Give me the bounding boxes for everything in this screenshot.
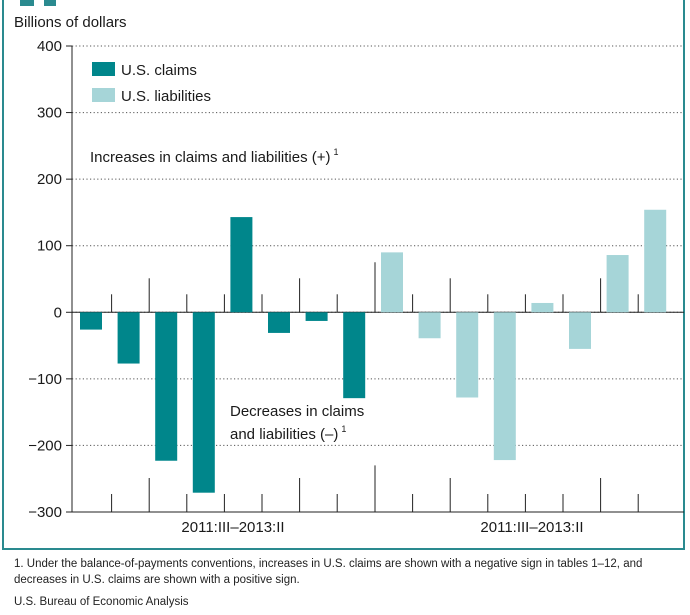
y-tick-label: 400 [37, 38, 62, 55]
bar [305, 312, 328, 321]
x-group-label-claims: 2011:III–2013:II [181, 519, 284, 536]
annotation-decreases-line2: and liabilities (–) 1 [230, 424, 346, 443]
y-tick-label: −200 [28, 437, 62, 454]
annotation-increases: Increases in claims and liabilities (+) 1 [90, 147, 339, 166]
header-edge [0, 0, 690, 6]
bar [418, 312, 441, 339]
bar [80, 312, 102, 330]
bars [80, 209, 667, 493]
legend-label-claims: U.S. claims [121, 62, 197, 79]
bar [230, 217, 253, 313]
y-tick-label: 0 [54, 304, 62, 321]
chart: Billions of dollars −300 −200 −100 0 100 200 3… [14, 14, 684, 536]
bar [606, 255, 629, 313]
source-credit: U.S. Bureau of Economic Analysis [14, 596, 189, 608]
y-tick-label: 300 [37, 105, 62, 122]
y-tick-label: 200 [37, 171, 62, 188]
x-group-label-liabilities: 2011:III–2013:II [480, 519, 583, 536]
bar [493, 312, 516, 461]
y-tick-label: −100 [28, 371, 62, 388]
bar [644, 209, 667, 313]
annotation-decreases-line1: Decreases in claims [230, 403, 364, 420]
bar [117, 312, 140, 364]
legend-swatch-claims [92, 62, 115, 76]
y-axis-label: Billions of dollars [14, 14, 127, 31]
legend-swatch-liabilities [92, 88, 115, 102]
bar [343, 312, 366, 399]
footnote: 1. Under the balance-of-payments convent… [14, 558, 643, 586]
y-tick-label: 100 [37, 238, 62, 255]
y-tick-label: −300 [28, 504, 62, 521]
bar [268, 312, 290, 333]
bar [456, 312, 479, 398]
bar [531, 302, 554, 313]
legend: U.S. claims U.S. liabilities [92, 62, 211, 105]
chart-frame [2, 0, 685, 550]
bar [155, 312, 178, 461]
bar [192, 312, 215, 493]
bar [381, 252, 403, 313]
legend-label-liabilities: U.S. liabilities [121, 88, 211, 105]
bar [569, 312, 591, 349]
y-ticks: −300 −200 −100 0 100 200 300 400 [28, 38, 73, 521]
